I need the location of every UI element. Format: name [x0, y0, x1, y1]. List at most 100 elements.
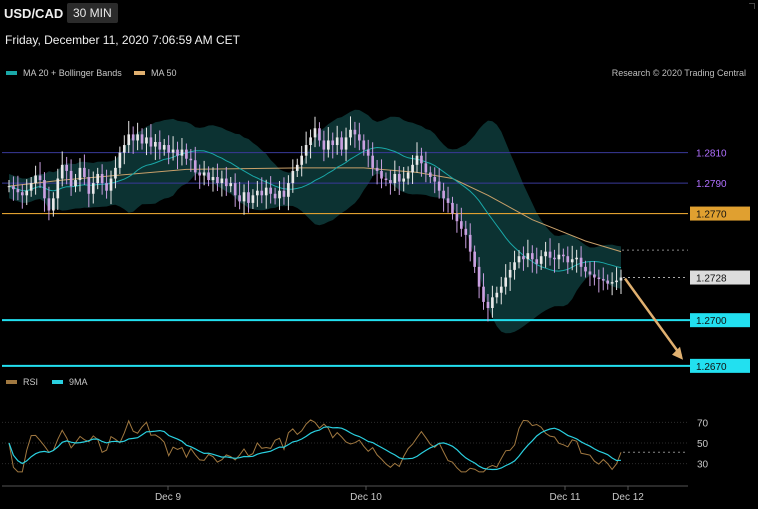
- candle-body-15: [74, 180, 77, 187]
- candle-body-135: [606, 280, 610, 284]
- candle-body-110: [495, 292, 499, 298]
- candle-body-128: [575, 257, 578, 260]
- candle-body-37: [171, 149, 175, 153]
- candle-body-12: [60, 164, 64, 179]
- level-label-2: 1.2770: [696, 210, 727, 221]
- candle-body-43: [198, 172, 202, 176]
- candle-body-25: [118, 152, 122, 168]
- candle-body-112: [504, 277, 508, 287]
- candle-body-101: [455, 213, 459, 222]
- level-label-0: 1.2810: [696, 149, 727, 160]
- candle-body-75: [340, 137, 343, 150]
- x-label-3: Dec 12: [612, 492, 644, 503]
- candle-body-136: [610, 282, 614, 284]
- candle-body-102: [460, 221, 463, 229]
- candle-body-108: [486, 301, 490, 308]
- candle-body-29: [136, 134, 139, 141]
- candle-body-107: [482, 286, 485, 302]
- candle-body-123: [553, 257, 556, 260]
- candle-body-21: [100, 173, 104, 184]
- candle-body-120: [539, 256, 543, 264]
- candle-body-72: [326, 140, 330, 150]
- candle-body-89: [402, 178, 406, 182]
- candle-body-55: [251, 195, 255, 203]
- candle-body-93: [420, 155, 423, 164]
- candle-body-82: [371, 155, 374, 168]
- x-label-1: Dec 10: [350, 492, 382, 503]
- candle-body-125: [562, 254, 565, 257]
- candle-body-113: [508, 269, 512, 278]
- candle-body-64: [291, 170, 295, 184]
- ma20-line: [8, 146, 622, 272]
- candle-body-33: [154, 141, 157, 147]
- candle-body-45: [207, 172, 210, 181]
- level-label-5: 1.2670: [696, 362, 727, 373]
- candle-body-131: [588, 271, 592, 275]
- candle-body-48: [220, 178, 224, 184]
- candle-body-130: [584, 266, 587, 272]
- level-label-1: 1.2790: [696, 179, 727, 190]
- candle-body-30: [140, 134, 144, 144]
- candle-body-100: [451, 202, 454, 214]
- candle-body-138: [619, 277, 623, 281]
- rsi-tick-0: 30: [697, 460, 709, 471]
- candle-body-117: [526, 253, 530, 260]
- level-tag-2: [690, 206, 750, 221]
- candle-body-81: [366, 149, 370, 156]
- corner-marker: [749, 3, 755, 9]
- candle-body-103: [464, 228, 468, 235]
- candle-body-58: [264, 187, 268, 196]
- candle-body-104: [468, 234, 472, 252]
- candle-body-91: [411, 164, 414, 173]
- level-tag-3: [690, 270, 750, 285]
- candle-body-66: [300, 155, 304, 165]
- candle-body-109: [491, 297, 494, 308]
- candle-body-57: [260, 190, 264, 196]
- candle-body-134: [601, 279, 605, 281]
- legend-9ma: 9MA: [52, 377, 88, 387]
- candle-body-13: [65, 164, 68, 171]
- candle-body-119: [535, 259, 539, 264]
- candle-body-115: [517, 256, 521, 263]
- candle-body-9: [47, 198, 51, 211]
- candle-body-83: [375, 167, 379, 171]
- level-label-3: 1.2728: [696, 274, 727, 285]
- legend-swatch-ma20: [6, 71, 17, 75]
- legend-label-9ma: 9MA: [69, 377, 88, 387]
- candle-body-118: [530, 253, 534, 260]
- legend-swatch-ma50: [134, 71, 145, 75]
- candle-body-52: [238, 195, 241, 202]
- candle-body-59: [269, 187, 272, 194]
- candle-body-40: [185, 149, 188, 159]
- candle-body-96: [433, 177, 437, 182]
- candle-body-111: [499, 286, 503, 293]
- candle-body-77: [349, 129, 352, 138]
- candle-body-71: [322, 140, 326, 150]
- candle-body-62: [282, 190, 286, 197]
- candle-body-18: [87, 177, 91, 194]
- candle-body-38: [176, 149, 179, 156]
- candle-body-63: [287, 183, 290, 197]
- candle-body-124: [557, 254, 561, 260]
- candle-body-36: [167, 145, 170, 153]
- legend-label-rsi: RSI: [23, 377, 39, 387]
- candle-body-137: [615, 280, 618, 283]
- forecast-arrow-head: [672, 346, 683, 360]
- timeframe-button[interactable]: 30 MIN: [67, 3, 118, 23]
- candle-body-5: [29, 183, 33, 191]
- candle-body-46: [211, 177, 215, 181]
- candle-body-4: [25, 190, 29, 196]
- level-tag-5: [690, 358, 750, 373]
- candle-body-126: [566, 256, 570, 263]
- legend-ma20: MA 20 + Bollinger Bands: [6, 68, 122, 78]
- rsi-tick-1: 50: [697, 439, 709, 450]
- candle-body-49: [224, 178, 228, 187]
- candle-body-127: [570, 259, 574, 263]
- candle-body-122: [548, 251, 552, 258]
- candle-body-16: [78, 167, 82, 181]
- candle-body-67: [304, 145, 308, 156]
- candle-body-41: [189, 158, 193, 161]
- legend-rsi: RSI: [6, 377, 38, 387]
- candle-body-106: [477, 266, 481, 287]
